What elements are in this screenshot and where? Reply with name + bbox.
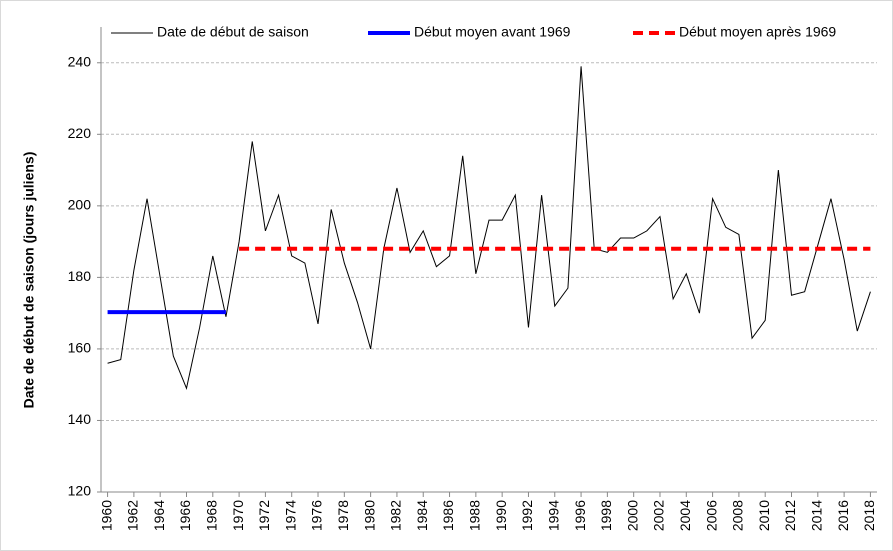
x-tick-label: 1998 [598, 500, 614, 531]
x-tick-label: 2012 [782, 500, 798, 531]
y-tick-label: 240 [68, 53, 92, 69]
legend-label: Début moyen avant 1969 [414, 24, 571, 40]
x-tick-label: 2004 [677, 500, 693, 531]
x-tick-label: 2018 [861, 500, 877, 531]
x-tick-label: 1968 [203, 500, 219, 531]
y-axis-title: Date de début de saison (jours juliens) [21, 152, 37, 409]
x-tick-label: 1988 [467, 500, 483, 531]
y-tick-label: 200 [68, 197, 92, 213]
x-tick-label: 2000 [624, 500, 640, 531]
x-tick-label: 1992 [519, 500, 535, 531]
x-tick-label: 1984 [414, 500, 430, 531]
series-line [107, 66, 871, 390]
y-tick-label: 160 [68, 340, 92, 356]
x-tick-label: 1980 [361, 500, 377, 531]
x-tick-label: 1972 [256, 500, 272, 531]
x-tick-label: 1978 [335, 500, 351, 531]
x-tick-label: 1994 [545, 500, 561, 531]
x-tick-label: 1970 [230, 500, 246, 531]
y-tick-label: 180 [68, 268, 92, 284]
x-tick-label: 2008 [730, 500, 746, 531]
x-tick-label: 1960 [98, 500, 114, 531]
legend-label: Début moyen après 1969 [679, 24, 836, 40]
x-tick-label: 2016 [835, 500, 851, 531]
x-tick-label: 1964 [151, 500, 167, 531]
y-tick-label: 220 [68, 125, 92, 141]
x-tick-label: 1986 [440, 500, 456, 531]
x-tick-label: 1996 [572, 500, 588, 531]
x-tick-label: 1990 [493, 500, 509, 531]
x-tick-label: 1966 [177, 500, 193, 531]
x-tick-label: 1982 [388, 500, 404, 531]
x-tick-label: 1974 [282, 500, 298, 531]
y-tick-label: 140 [68, 411, 92, 427]
x-tick-label: 2002 [651, 500, 667, 531]
x-tick-label: 1962 [125, 500, 141, 531]
x-tick-label: 2014 [809, 500, 825, 531]
x-tick-label: 2006 [703, 500, 719, 531]
legend-label: Date de début de saison [157, 24, 309, 40]
x-tick-label: 1976 [309, 500, 325, 531]
x-tick-label: 2010 [756, 500, 772, 531]
y-tick-label: 120 [68, 483, 92, 499]
